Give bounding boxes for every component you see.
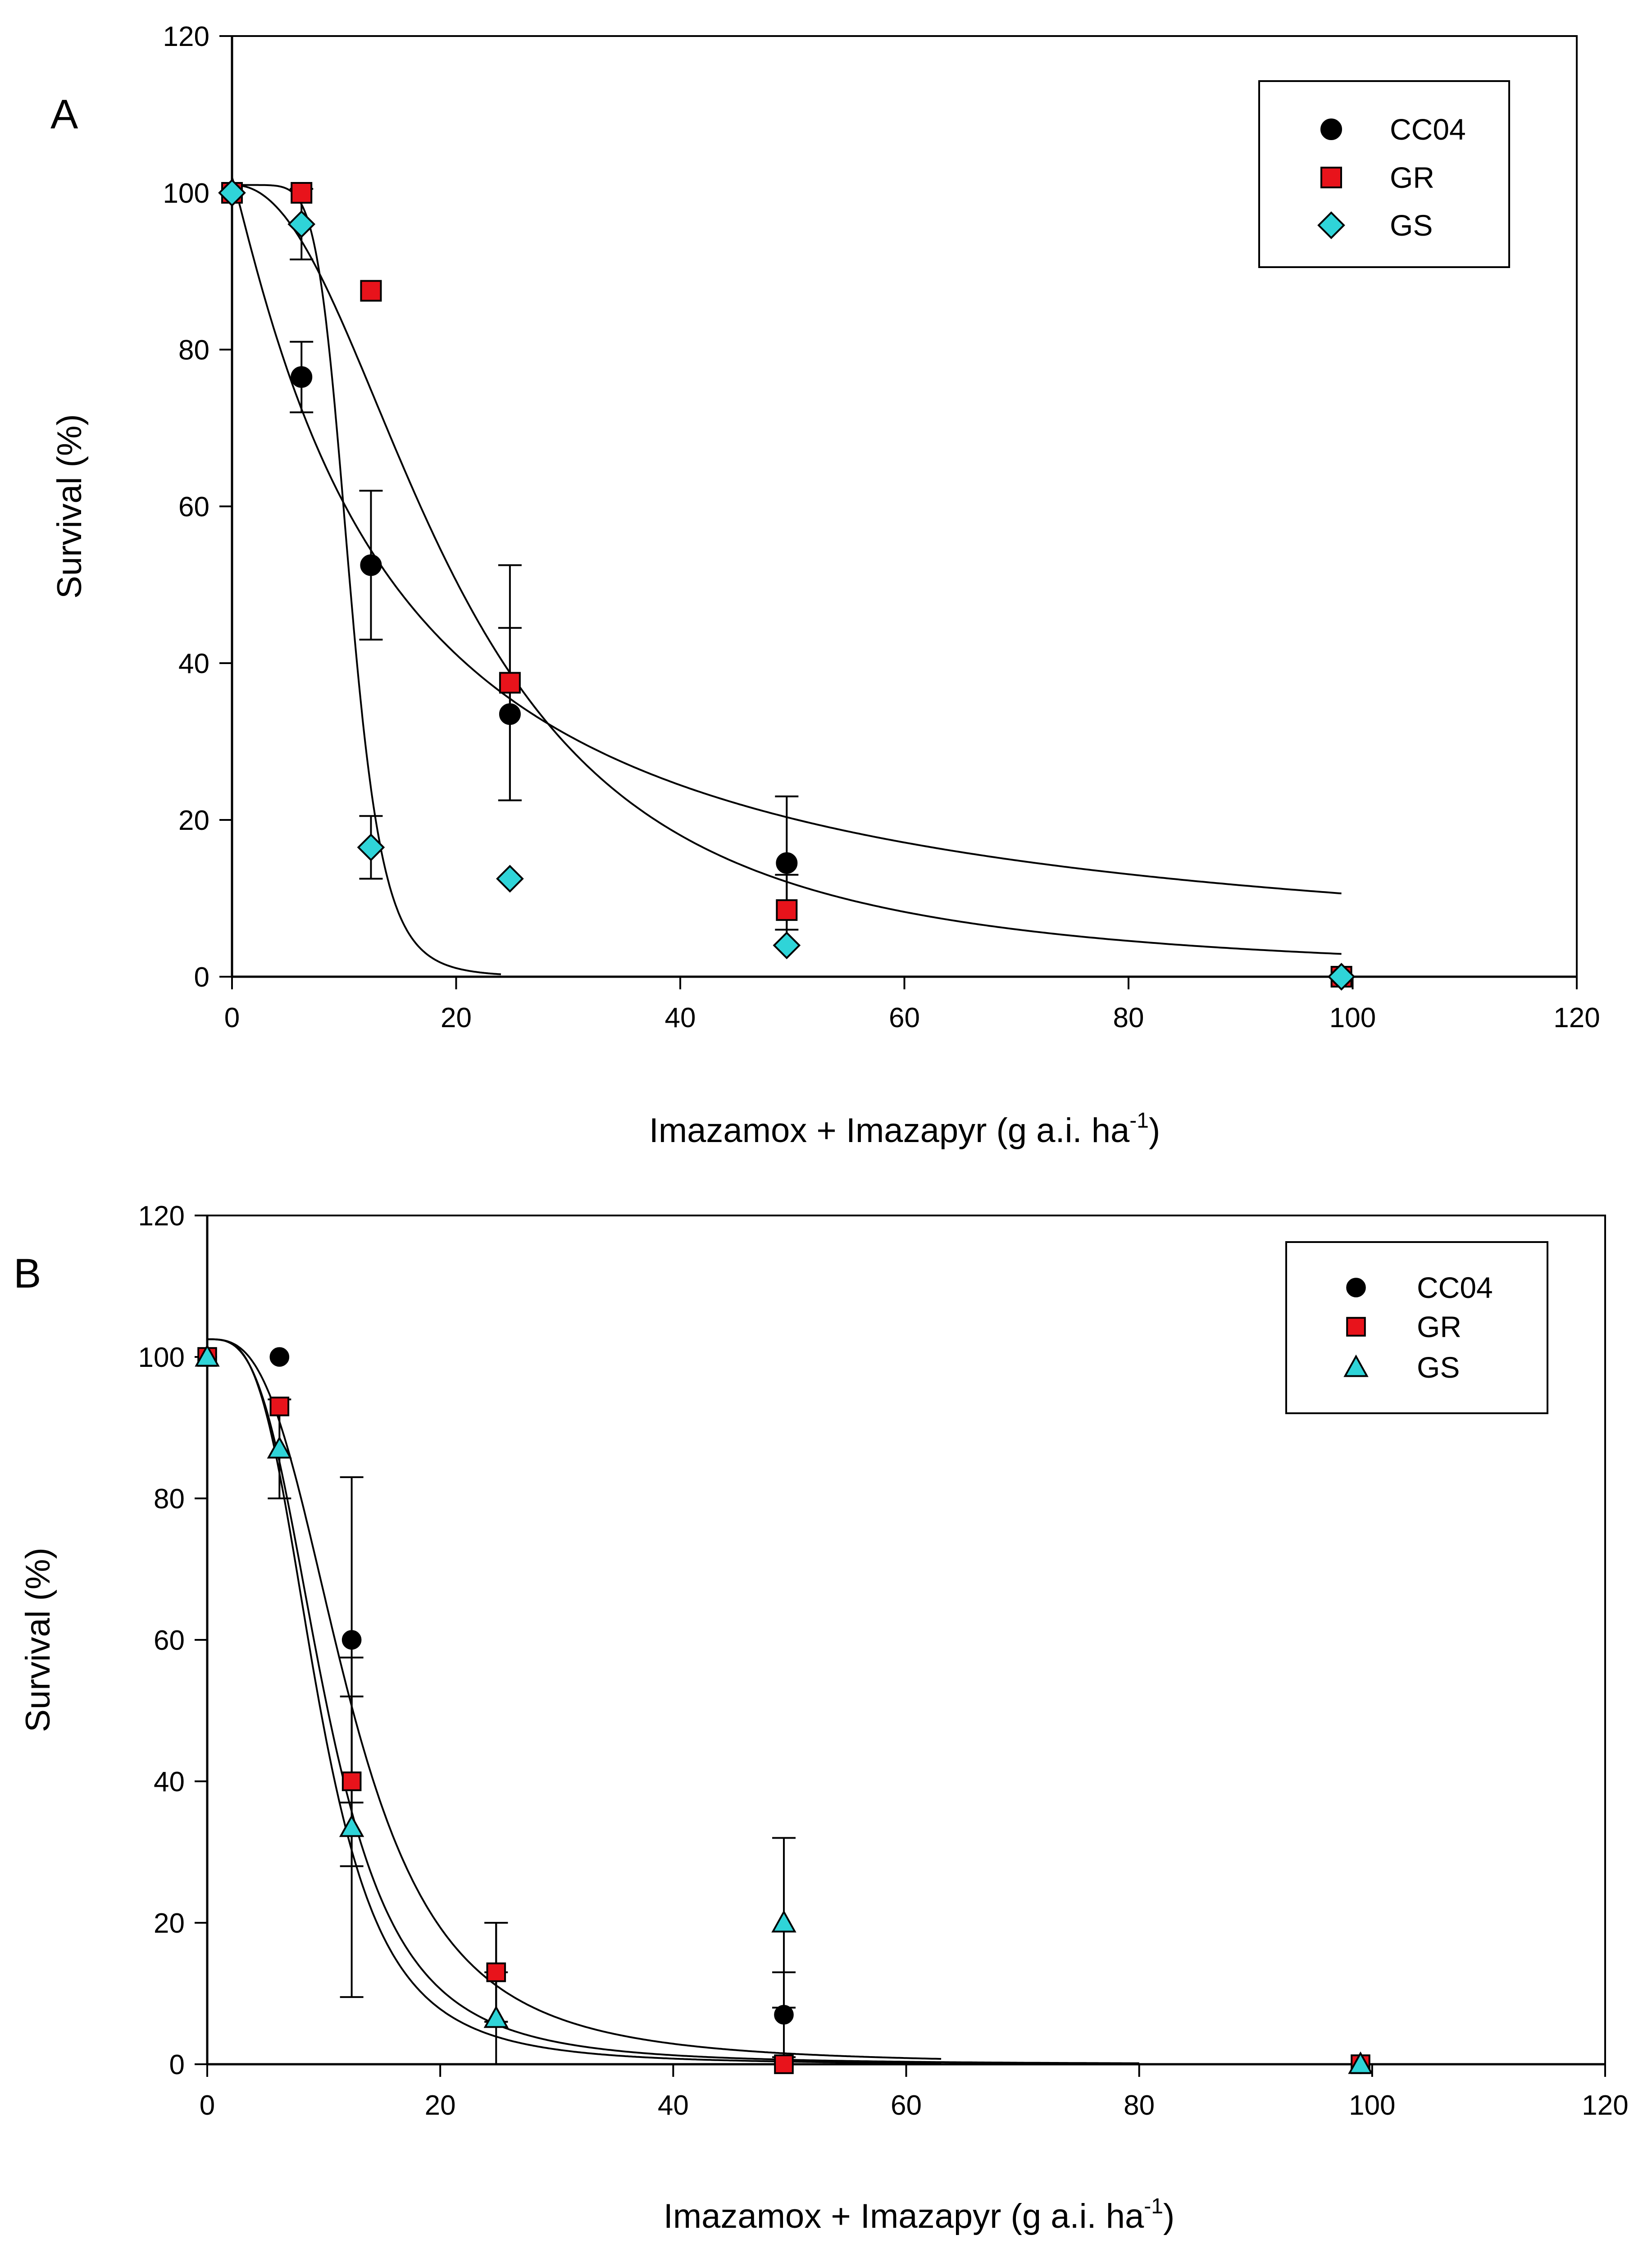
x-tick-label: 80 <box>1124 2090 1155 2121</box>
y-tick-label: 40 <box>154 1766 185 1798</box>
data-point-cc04 <box>360 554 382 576</box>
x-tick-label: 40 <box>658 2090 689 2121</box>
y-tick-label: 80 <box>154 1484 185 1515</box>
y-tick-label: 100 <box>163 178 209 209</box>
data-point-gr <box>774 2054 794 2074</box>
data-point-gr <box>776 899 798 921</box>
data-point-gr <box>486 1962 506 1982</box>
x-tick-label: 100 <box>1349 2090 1395 2121</box>
fit-curve-gs <box>207 1338 942 2064</box>
data-point-gr <box>269 1397 290 1416</box>
data-point-cc04 <box>499 703 521 725</box>
y-tick-label: 0 <box>169 2049 185 2080</box>
y-tick-label: 20 <box>154 1908 185 1939</box>
data-point-cc04 <box>269 1347 290 1367</box>
x-tick-label: 100 <box>1329 1002 1376 1033</box>
y-tick-label: 120 <box>163 21 209 52</box>
data-point-gr <box>499 672 521 694</box>
data-point-gr <box>291 182 313 204</box>
y-axis-label: Survival (%) <box>50 414 89 599</box>
x-tick-label: 60 <box>891 2090 922 2121</box>
panel-b: 0 20 40 60 80 100 120 0 20 40 60 80 100 120 B Survival … <box>14 1201 1629 2235</box>
x-tick-label: 120 <box>1582 2090 1628 2121</box>
data-point-gs <box>496 865 524 893</box>
fit-curve-cc04 <box>207 1338 942 2060</box>
legend <box>1258 80 1510 268</box>
x-tick-label: 120 <box>1553 1002 1600 1033</box>
x-axis-label-main: Imazamox + Imazapyr (g a.i. ha <box>649 1111 1130 1150</box>
legend-label-gr: GR <box>1417 1310 1461 1343</box>
x-tick-label: 80 <box>1113 1002 1144 1033</box>
legend-marker-cc04 <box>1346 1278 1366 1297</box>
fit-curve-gr <box>207 1338 1139 2064</box>
legend-label-cc04: CC04 <box>1417 1271 1493 1304</box>
y-tick-label: 120 <box>138 1201 185 1232</box>
y-axis-label: Survival (%) <box>19 1548 57 1732</box>
x-axis-label-main: Imazamox + Imazapyr (g a.i. ha <box>664 2197 1144 2235</box>
data-point-gr <box>360 280 382 302</box>
x-axis-label-end: ) <box>1149 1111 1160 1150</box>
data-point-gs <box>771 1910 796 1933</box>
x-axis-label: Imazamox + Imazapyr (g a.i. ha-1) <box>649 1109 1160 1150</box>
y-tick-label: 20 <box>178 805 209 836</box>
x-tick-label: 0 <box>224 1002 240 1033</box>
data-point-gs <box>267 1436 292 1459</box>
y-tick-label: 0 <box>194 962 209 993</box>
x-tick-label: 20 <box>441 1002 472 1033</box>
x-axis-label-superscript: -1 <box>1129 1109 1149 1133</box>
x-tick-label: 60 <box>889 1002 920 1033</box>
y-tick-label: 60 <box>154 1625 185 1656</box>
data-point-gs <box>195 1344 220 1367</box>
x-tick-label: 20 <box>425 2090 456 2121</box>
y-tick-label: 100 <box>138 1342 185 1373</box>
data-point-cc04 <box>291 366 313 388</box>
panel-a: 0 20 40 60 80 100 120 0 20 40 60 80 100 120 A Survival … <box>50 21 1600 1150</box>
data-point-gs <box>218 179 246 207</box>
panel-label: B <box>14 1251 41 1297</box>
legend-label-gr: GR <box>1390 161 1434 194</box>
x-tick-label: 40 <box>665 1002 696 1033</box>
x-axis-label: Imazamox + Imazapyr (g a.i. ha-1) <box>664 2194 1175 2235</box>
x-tick-label: 0 <box>200 2090 215 2121</box>
data-point-cc04 <box>776 852 798 874</box>
legend-label-cc04: CC04 <box>1390 113 1466 146</box>
data-point-gs <box>1327 963 1356 991</box>
legend-marker-cc04 <box>1320 118 1342 140</box>
legend-label-gs: GS <box>1417 1351 1460 1384</box>
legend-label-gs: GS <box>1390 209 1433 242</box>
data-point-gs <box>483 2005 509 2028</box>
x-axis-label-end: ) <box>1163 2197 1174 2235</box>
legend <box>1285 1241 1548 1414</box>
y-tick-label: 80 <box>178 335 209 366</box>
fit-curve-cc04 <box>231 177 1342 895</box>
y-tick-label: 60 <box>178 492 209 523</box>
fit-curve-gs <box>232 184 501 975</box>
legend-marker-gr <box>1346 1317 1366 1337</box>
panel-label: A <box>50 91 78 137</box>
data-point-gs <box>773 931 801 960</box>
data-point-gs <box>287 210 316 238</box>
legend-marker-gs <box>1317 211 1345 239</box>
data-point-gs <box>1348 2051 1373 2074</box>
legend-marker-gs <box>1343 1354 1369 1377</box>
y-tick-label: 40 <box>178 648 209 679</box>
x-axis-label-superscript: -1 <box>1144 2194 1163 2218</box>
data-point-gr <box>341 1771 362 1791</box>
data-point-cc04 <box>774 2005 794 2025</box>
data-point-cc04 <box>341 1630 362 1650</box>
legend-marker-gr <box>1320 167 1342 188</box>
data-point-gs <box>357 833 385 861</box>
data-point-gs <box>339 1814 364 1837</box>
